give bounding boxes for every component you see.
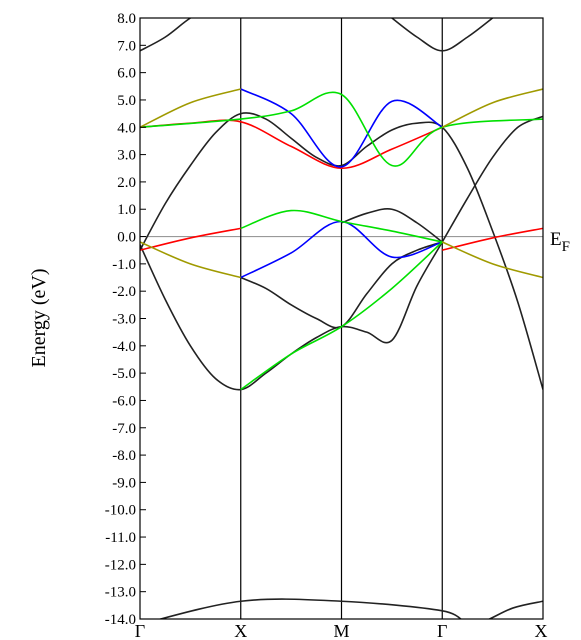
- band-line-black: [140, 18, 192, 52]
- y-tick-label: 6.0: [117, 66, 136, 82]
- kpoint-lines: [240, 18, 443, 619]
- y-tick-label: -12.0: [105, 557, 136, 573]
- y-tick-label: -13.0: [105, 585, 136, 601]
- fermi-level-label: EF: [550, 229, 570, 255]
- band-line-olive: [140, 88, 241, 128]
- band-line-black: [391, 18, 494, 52]
- kpoint-label: M: [333, 621, 349, 640]
- y-tick-label: -7.0: [112, 421, 136, 437]
- bands: [140, 18, 543, 619]
- y-tick-label: -8.0: [112, 448, 136, 464]
- band-line-blue: [240, 88, 443, 168]
- y-tick-label: 7.0: [117, 38, 136, 54]
- y-tick-label: 3.0: [117, 148, 136, 164]
- y-tick-label: 4.0: [117, 120, 136, 136]
- y-tick-label: -2.0: [112, 284, 136, 300]
- band-line-green: [240, 209, 443, 243]
- kpoint-label: X: [535, 621, 548, 640]
- band-line-black: [140, 112, 543, 390]
- band-line-olive: [441, 88, 543, 128]
- y-tick-label: 0.0: [117, 230, 136, 246]
- y-tick-label: -6.0: [112, 393, 136, 409]
- y-tick-label: -5.0: [112, 366, 136, 382]
- band-line-black: [341, 208, 443, 243]
- y-tick-label: 8.0: [117, 11, 136, 27]
- y-tick-label: -3.0: [112, 312, 136, 328]
- band-line-black: [157, 598, 543, 619]
- y-axis-label: Energy (eV): [28, 268, 50, 367]
- y-tick-label: -14.0: [105, 612, 136, 628]
- y-tick-label: -9.0: [112, 475, 136, 491]
- y-tick-label: -11.0: [105, 530, 136, 546]
- kpoint-label: Γ: [135, 621, 145, 640]
- band-line-olive: [441, 241, 543, 279]
- band-line-olive: [140, 241, 241, 279]
- y-tick-label: 1.0: [117, 202, 136, 218]
- band-line-green: [140, 91, 543, 167]
- y-tick-label: 5.0: [117, 93, 136, 109]
- band-line-green: [240, 241, 443, 391]
- y-tick-label: -1.0: [112, 257, 136, 273]
- y-tick-label: -4.0: [112, 339, 136, 355]
- kpoint-label: X: [234, 621, 247, 640]
- y-tick-label: 2.0: [117, 175, 136, 191]
- y-axis-ticks: 8.0 7.0 6.0 5.0 4.0 3.0 2.0 1.0 0.0 -1.0 -2.0 -3.0 -…: [105, 11, 146, 628]
- kpoint-label: Γ: [437, 621, 447, 640]
- y-tick-label: -10.0: [105, 503, 136, 519]
